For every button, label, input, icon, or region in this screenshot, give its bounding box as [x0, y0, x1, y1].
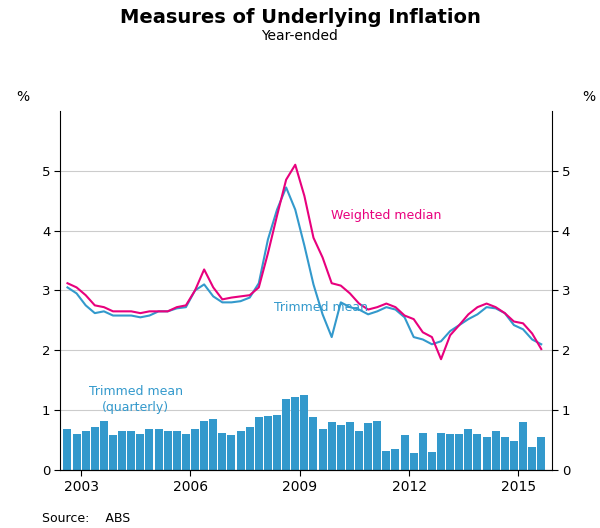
- Bar: [391, 449, 400, 470]
- Bar: [218, 433, 226, 470]
- Bar: [301, 395, 308, 470]
- Bar: [109, 435, 117, 470]
- Text: %: %: [583, 90, 595, 103]
- Bar: [528, 447, 536, 470]
- Bar: [464, 429, 472, 470]
- Bar: [245, 427, 254, 470]
- Bar: [145, 429, 154, 470]
- Bar: [173, 431, 181, 470]
- Text: Trimmed mean
(quarterly): Trimmed mean (quarterly): [89, 385, 183, 414]
- Bar: [136, 434, 145, 470]
- Bar: [182, 434, 190, 470]
- Bar: [236, 431, 245, 470]
- Bar: [255, 417, 263, 470]
- Bar: [510, 441, 518, 470]
- Bar: [91, 427, 99, 470]
- Bar: [473, 434, 481, 470]
- Bar: [337, 425, 345, 470]
- Bar: [346, 422, 354, 470]
- Bar: [73, 434, 80, 470]
- Bar: [209, 419, 217, 470]
- Bar: [227, 435, 235, 470]
- Bar: [127, 431, 135, 470]
- Text: Source:    ABS: Source: ABS: [42, 512, 130, 525]
- Text: Year-ended: Year-ended: [262, 29, 338, 43]
- Bar: [355, 431, 363, 470]
- Bar: [155, 429, 163, 470]
- Bar: [82, 431, 90, 470]
- Bar: [537, 437, 545, 470]
- Bar: [519, 422, 527, 470]
- Bar: [501, 437, 509, 470]
- Bar: [273, 415, 281, 470]
- Bar: [401, 435, 409, 470]
- Bar: [382, 451, 391, 470]
- Bar: [364, 423, 372, 470]
- Bar: [319, 429, 326, 470]
- Bar: [64, 429, 71, 470]
- Bar: [428, 452, 436, 470]
- Bar: [164, 431, 172, 470]
- Bar: [282, 399, 290, 470]
- Bar: [100, 421, 108, 470]
- Bar: [373, 421, 381, 470]
- Bar: [482, 437, 491, 470]
- Bar: [410, 453, 418, 470]
- Text: Weighted median: Weighted median: [331, 209, 441, 222]
- Text: Trimmed mean: Trimmed mean: [274, 300, 368, 314]
- Bar: [491, 431, 500, 470]
- Bar: [310, 417, 317, 470]
- Bar: [200, 421, 208, 470]
- Bar: [455, 434, 463, 470]
- Text: %: %: [17, 90, 29, 103]
- Bar: [291, 397, 299, 470]
- Bar: [191, 429, 199, 470]
- Bar: [118, 431, 126, 470]
- Bar: [419, 433, 427, 470]
- Bar: [437, 433, 445, 470]
- Bar: [446, 434, 454, 470]
- Bar: [328, 422, 336, 470]
- Bar: [264, 416, 272, 470]
- Text: Measures of Underlying Inflation: Measures of Underlying Inflation: [119, 8, 481, 27]
